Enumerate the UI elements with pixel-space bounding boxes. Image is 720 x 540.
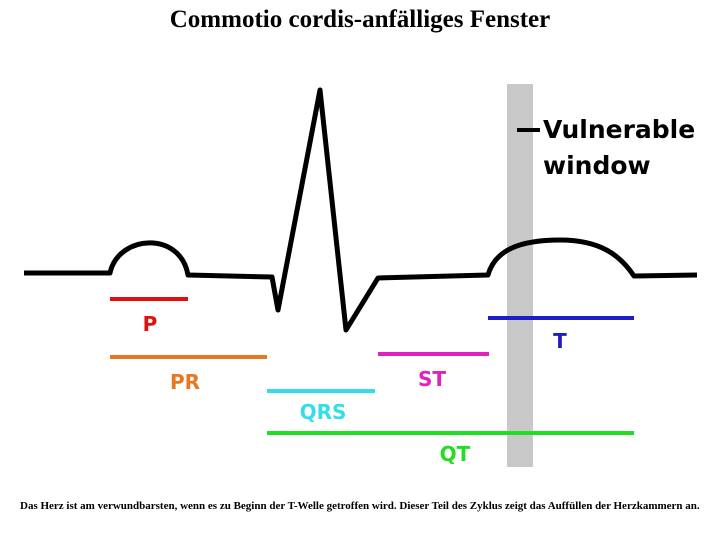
vulnerable-band [507, 84, 533, 467]
window-label: Vulnerable [543, 115, 695, 144]
interval-label: P [143, 312, 158, 336]
interval-label: ST [418, 367, 446, 391]
ecg-trace [24, 87, 698, 333]
interval-label: QT [440, 442, 471, 466]
interval-label: QRS [300, 400, 347, 424]
window-label: window [543, 151, 651, 180]
title: Commotio cordis-anfälliges Fenster [169, 6, 551, 33]
interval-label: T [553, 329, 567, 353]
interval-label: PR [170, 370, 200, 394]
caption: Das Herz ist am verwundbarsten, wenn es … [20, 500, 700, 512]
